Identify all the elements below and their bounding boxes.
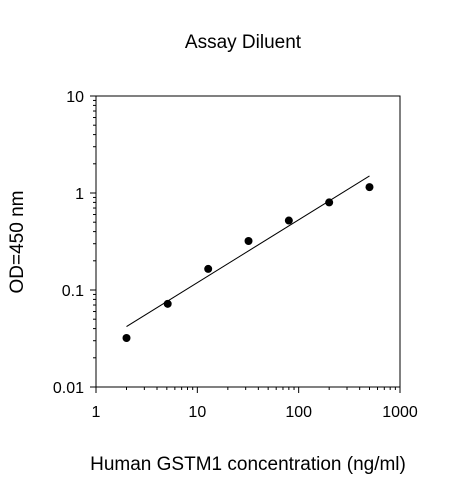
data-point xyxy=(244,237,253,246)
data-point xyxy=(163,299,172,308)
data-point xyxy=(122,334,131,343)
x-tick-label: 10 xyxy=(188,404,206,421)
trendline-group xyxy=(126,175,370,327)
data-points xyxy=(122,183,374,343)
y-tick-label: 0.1 xyxy=(62,283,84,300)
x-tick-label: 100 xyxy=(285,404,312,421)
y-axis-label: OD=450 nm xyxy=(7,191,28,294)
plot-frame xyxy=(95,95,401,388)
y-axis-ticks: 0.01 0.1 1 10 xyxy=(53,89,96,397)
y-tick-label: 0.01 xyxy=(53,380,84,397)
trendline xyxy=(126,175,370,327)
data-point xyxy=(284,216,293,225)
x-axis-label: Human GSTM1 concentration (ng/ml) xyxy=(90,454,406,475)
x-tick-label: 1 xyxy=(92,404,101,421)
data-point xyxy=(365,183,374,192)
plot-area xyxy=(95,95,401,388)
y-tick-label: 10 xyxy=(66,89,84,106)
chart-title: Assay Diluent xyxy=(185,32,302,53)
data-point xyxy=(204,264,213,273)
y-tick-label: 1 xyxy=(75,186,84,203)
x-tick-label: 1000 xyxy=(382,404,418,421)
x-axis-ticks: 1 10 100 1000 xyxy=(92,387,418,421)
data-point xyxy=(325,198,334,207)
